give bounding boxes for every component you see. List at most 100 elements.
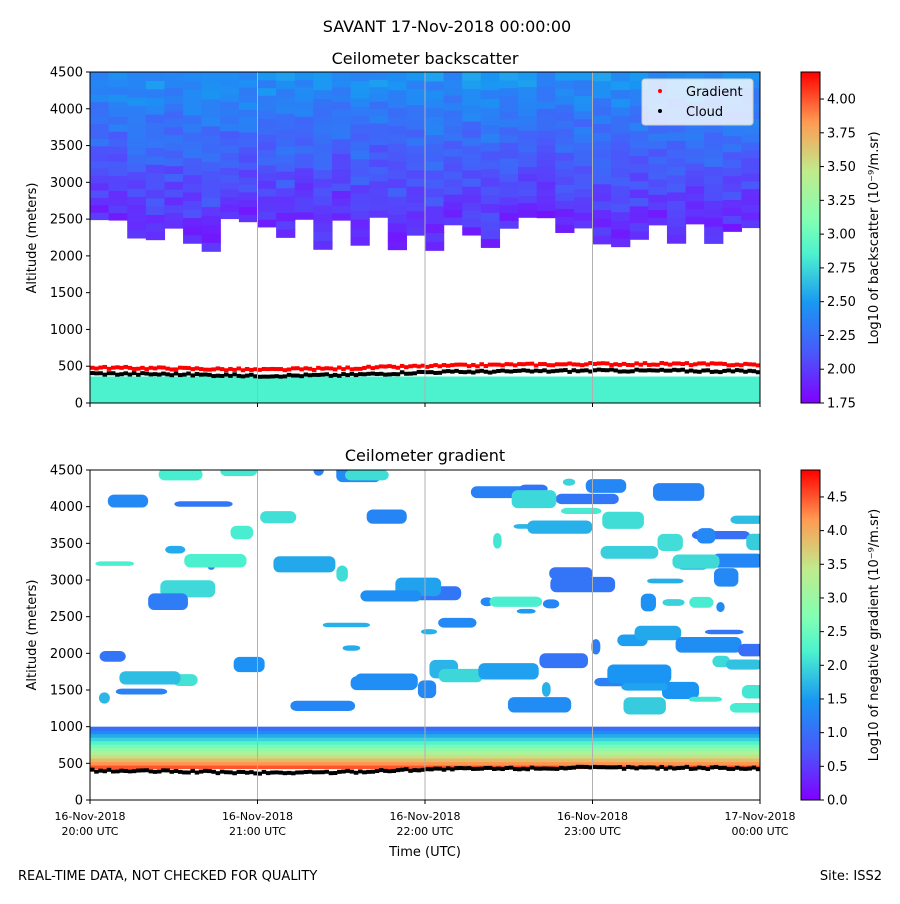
backscatter-cell bbox=[276, 212, 296, 222]
backscatter-cell bbox=[722, 72, 742, 81]
cloud-marker bbox=[525, 368, 530, 373]
backscatter-cell bbox=[611, 115, 631, 125]
backscatter-cell bbox=[90, 86, 110, 95]
cloud-marker bbox=[529, 369, 535, 374]
backscatter-cell bbox=[573, 142, 594, 151]
backscatter-cell bbox=[722, 199, 742, 208]
backscatter-cell bbox=[220, 145, 240, 154]
backscatter-cell bbox=[294, 189, 314, 198]
cloud-marker bbox=[747, 766, 752, 771]
gradient-marker bbox=[588, 361, 593, 366]
cloud-marker bbox=[240, 374, 246, 379]
cloud-marker bbox=[713, 764, 719, 769]
backscatter-cell bbox=[350, 72, 370, 82]
backscatter-cell bbox=[462, 177, 482, 187]
backscatter-cell bbox=[257, 180, 277, 189]
backscatter-cell bbox=[90, 190, 110, 198]
backscatter-cell bbox=[127, 130, 147, 139]
gradient-marker bbox=[550, 363, 556, 368]
cloud-marker bbox=[533, 766, 539, 771]
backscatter-cell bbox=[648, 163, 668, 172]
backscatter-cell bbox=[257, 195, 277, 205]
gradient-marker bbox=[257, 367, 262, 372]
cloud-marker bbox=[420, 767, 426, 772]
backscatter-cell bbox=[499, 118, 519, 128]
gradient-marker bbox=[479, 362, 484, 367]
gradient-marker bbox=[328, 366, 334, 371]
y-tick-label: 1000 bbox=[50, 323, 83, 338]
backscatter-cell bbox=[238, 72, 259, 81]
cloud-marker bbox=[282, 771, 288, 776]
backscatter-cell bbox=[592, 192, 612, 202]
gradient-patch bbox=[260, 511, 297, 524]
gradient-marker bbox=[157, 365, 162, 370]
backscatter-cell bbox=[499, 212, 519, 221]
cloud-marker bbox=[667, 765, 673, 770]
backscatter-cell bbox=[145, 130, 166, 140]
backscatter-cell bbox=[406, 129, 426, 138]
cloud-marker bbox=[646, 368, 652, 373]
gradient-marker bbox=[425, 364, 430, 369]
backscatter-cell bbox=[499, 111, 519, 120]
cloud-marker bbox=[693, 766, 698, 771]
cloud-marker bbox=[638, 765, 644, 770]
backscatter-cell bbox=[201, 72, 221, 82]
backscatter-cell bbox=[499, 173, 519, 182]
backscatter-cell bbox=[238, 124, 259, 133]
backscatter-cell bbox=[183, 234, 203, 244]
backscatter-colorbar-ticks: 1.75 2.00 2.25 2.50 2.75 3.00 3.25 3.50 3.75 4.00 bbox=[820, 93, 856, 412]
cloud-marker bbox=[626, 369, 631, 374]
backscatter-cell bbox=[480, 142, 501, 152]
backscatter-cell bbox=[127, 88, 147, 98]
cloud-marker bbox=[554, 368, 560, 373]
cloud-marker bbox=[261, 374, 267, 379]
gradient-patch bbox=[350, 676, 417, 691]
backscatter-cell bbox=[331, 175, 352, 184]
backscatter-cell bbox=[201, 143, 221, 154]
gradient-marker bbox=[136, 366, 141, 371]
gradient-patch bbox=[507, 697, 572, 713]
gradient-marker bbox=[161, 365, 166, 370]
backscatter-cell bbox=[369, 202, 389, 211]
cloud-marker bbox=[106, 767, 112, 772]
backscatter-cell bbox=[257, 118, 277, 127]
gradient-marker bbox=[182, 365, 187, 370]
backscatter-cell bbox=[350, 106, 370, 116]
backscatter-cell bbox=[741, 204, 760, 213]
cloud-marker bbox=[412, 371, 417, 376]
backscatter-cell bbox=[611, 185, 631, 195]
backscatter-cell bbox=[145, 155, 166, 165]
backscatter-cell bbox=[313, 98, 333, 109]
backscatter-cell bbox=[387, 80, 407, 91]
backscatter-cell bbox=[108, 168, 128, 177]
backscatter-cell bbox=[145, 105, 166, 115]
backscatter-cell bbox=[127, 105, 147, 115]
gradient-patch bbox=[621, 682, 668, 691]
cloud-marker bbox=[475, 369, 480, 374]
gradient-marker bbox=[621, 361, 627, 366]
cloud-marker bbox=[144, 768, 149, 773]
backscatter-cell bbox=[480, 212, 501, 222]
cloud-marker bbox=[353, 373, 359, 378]
gradient-marker bbox=[98, 365, 103, 370]
gradient-marker bbox=[362, 365, 367, 370]
backscatter-cell bbox=[499, 165, 519, 175]
backscatter-cell bbox=[518, 159, 538, 167]
backscatter-cell bbox=[443, 140, 463, 149]
backscatter-cell bbox=[536, 101, 556, 109]
backscatter-cell bbox=[313, 240, 333, 250]
cloud-marker bbox=[697, 765, 702, 770]
cloud-marker bbox=[734, 765, 740, 770]
gradient-marker bbox=[102, 364, 108, 369]
backscatter-cell bbox=[257, 110, 277, 120]
backscatter-cell bbox=[536, 210, 556, 219]
backscatter-cell bbox=[369, 115, 389, 124]
gradient-marker bbox=[546, 363, 551, 368]
gradient-patch bbox=[600, 545, 659, 559]
backscatter-cell bbox=[220, 115, 240, 124]
gradient-patch bbox=[562, 478, 576, 486]
backscatter-cell bbox=[183, 166, 203, 176]
backscatter-cell bbox=[741, 173, 760, 182]
cloud-marker bbox=[408, 371, 413, 376]
backscatter-cell bbox=[406, 72, 426, 81]
